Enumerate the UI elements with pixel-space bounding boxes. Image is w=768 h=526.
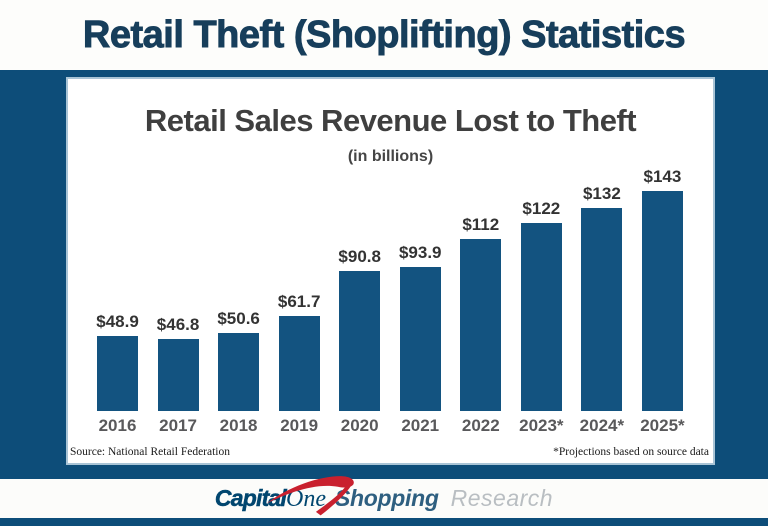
- bar-column-2022: $112 2022: [460, 215, 502, 437]
- bar-2017: [157, 339, 199, 411]
- x-axis-label: 2019: [280, 416, 319, 435]
- logo-one: One: [286, 485, 326, 512]
- bar-value-label: $112: [462, 215, 500, 234]
- source-note: Source: National Retail Federation: [70, 446, 230, 458]
- x-axis-label: 2025*: [640, 416, 685, 435]
- footer-band: Capital One Shopping Research: [0, 475, 768, 518]
- x-axis-label: 2016: [98, 416, 137, 435]
- bottom-border-strip: [0, 518, 768, 526]
- logo-shopping: Shopping: [335, 484, 439, 511]
- bar-column-2019: $61.7 2019: [277, 292, 321, 437]
- bar-column-2018: $50.6 2018: [217, 309, 260, 437]
- bar-2016: [97, 336, 138, 411]
- bar-value-label: $93.9: [398, 243, 442, 262]
- bar-column-2017: $46.8 2017: [156, 315, 200, 437]
- page-title: Retail Theft (Shoplifting) Statistics: [82, 13, 686, 56]
- bar-value-label: $46.8: [156, 315, 200, 334]
- bar-value-label: $132: [582, 184, 621, 203]
- bar-column-2024*: $132 2024*: [579, 184, 625, 437]
- x-axis-label: 2018: [219, 416, 258, 435]
- bar-column-2023*: $122 2023*: [519, 199, 564, 437]
- x-axis-label: 2021: [401, 416, 440, 435]
- x-axis-label: 2024*: [579, 416, 625, 435]
- page-title-bar: Retail Theft (Shoplifting) Statistics: [0, 0, 768, 70]
- logo-capital: Capital: [214, 484, 287, 511]
- chart-card: Retail Sales Revenue Lost to Theft (in b…: [66, 77, 715, 465]
- x-axis-label: 2020: [340, 416, 379, 435]
- x-axis-label: 2017: [159, 416, 197, 435]
- plot-area: $48.9 2016 $46.8 2017 $50.6 2018 $61.7 2019 $90.…: [96, 165, 685, 437]
- bar-column-2020: $90.8 2020: [338, 247, 381, 437]
- projection-note: *Projections based on source data: [553, 446, 709, 458]
- bar-value-label: $61.7: [277, 292, 321, 311]
- capital-one-shopping-logo: Capital One Shopping Research: [214, 475, 554, 515]
- logo-research: Research: [450, 484, 554, 511]
- bar-column-2021: $93.9 2021: [398, 243, 442, 437]
- bar-value-label: $50.6: [217, 309, 260, 328]
- bar-2021: [399, 267, 441, 411]
- bar-column-2025*: $143 2025*: [640, 167, 685, 437]
- bar-value-label: $122: [522, 199, 561, 218]
- x-axis-label: 2023*: [519, 416, 564, 435]
- x-axis-label: 2022: [461, 416, 500, 435]
- bar-value-label: $48.9: [96, 312, 139, 331]
- navy-frame: Retail Sales Revenue Lost to Theft (in b…: [0, 70, 768, 479]
- bar-2019: [278, 316, 320, 411]
- chart-subtitle: (in billions): [347, 148, 434, 165]
- bar-2022: [460, 239, 502, 411]
- bar-2020: [339, 271, 381, 411]
- bar-2025*: [641, 191, 683, 411]
- bar-2018: [218, 333, 260, 411]
- bar-value-label: $143: [643, 167, 682, 186]
- bar-column-2016: $48.9 2016: [96, 312, 139, 437]
- bar-value-label: $90.8: [338, 247, 381, 266]
- bar-2023*: [520, 223, 562, 411]
- bar-2024*: [581, 208, 623, 411]
- chart-title: Retail Sales Revenue Lost to Theft: [144, 103, 637, 138]
